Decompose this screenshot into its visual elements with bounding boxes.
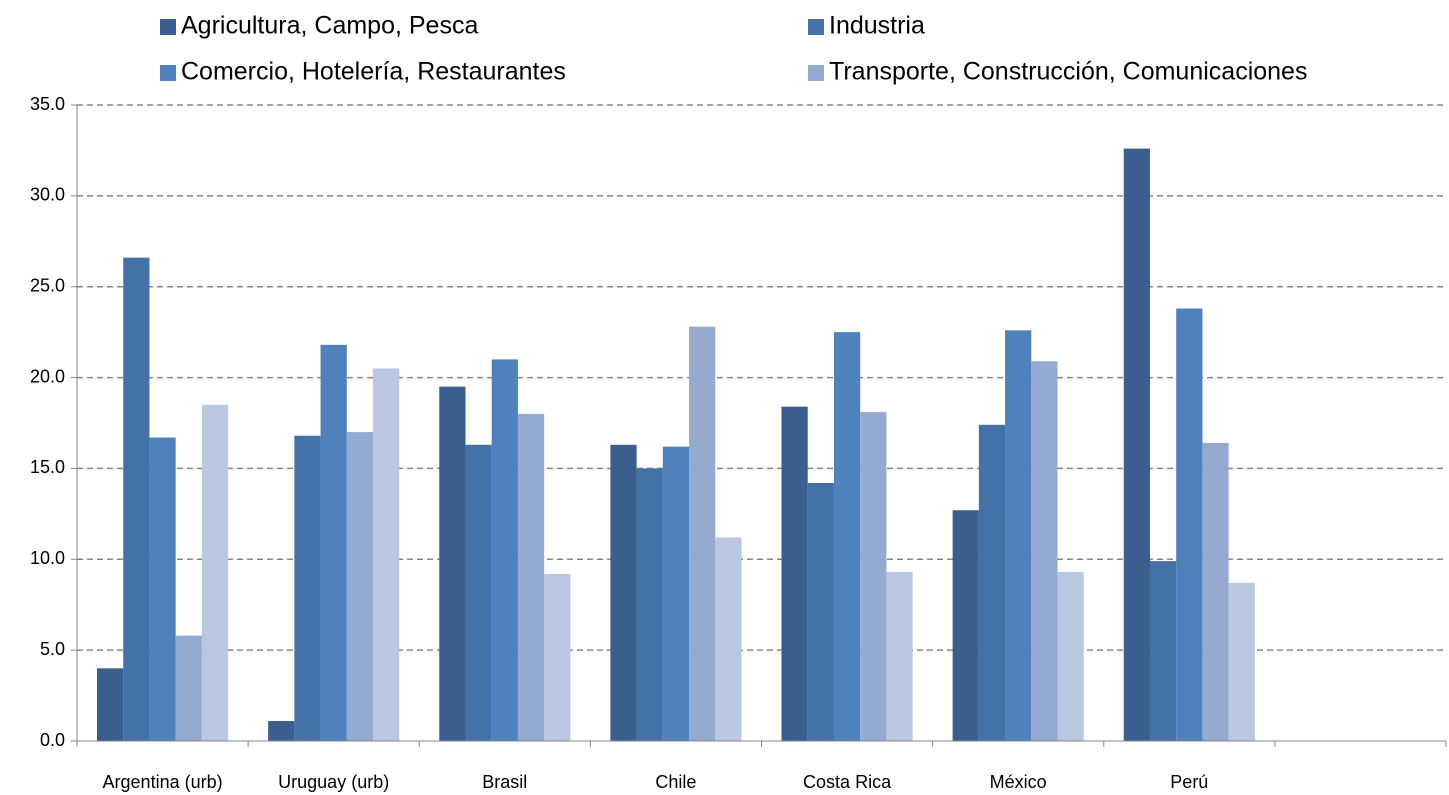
bar	[320, 344, 347, 741]
bar	[346, 432, 374, 741]
bar	[860, 412, 887, 741]
bar	[1123, 148, 1150, 741]
bar	[636, 468, 663, 741]
bar	[1176, 308, 1203, 741]
bar	[952, 510, 979, 741]
bar	[439, 386, 466, 741]
bar	[1005, 330, 1032, 741]
bar	[517, 413, 545, 741]
y-tick-label: 15.0	[30, 457, 65, 477]
y-tick-label: 20.0	[30, 366, 65, 386]
bar	[1149, 561, 1177, 741]
legend-label: Agricultura, Campo, Pesca	[181, 12, 478, 40]
bar	[544, 573, 571, 741]
legend-label: Comercio, Hotelería, Restaurantes	[181, 58, 566, 86]
x-tick-label: Perú	[1170, 772, 1208, 792]
y-tick-label: 35.0	[30, 94, 65, 114]
bar	[201, 404, 229, 741]
legend-swatch	[808, 65, 824, 81]
x-tick-label: Uruguay (urb)	[278, 772, 389, 792]
bar	[833, 332, 861, 741]
bar	[294, 435, 321, 741]
y-tick-label: 30.0	[30, 185, 65, 205]
legend-swatch	[160, 65, 176, 81]
y-tick-label: 25.0	[30, 275, 65, 295]
bar	[97, 668, 124, 741]
bar	[1228, 582, 1255, 741]
legend-swatch	[808, 19, 824, 35]
bar	[662, 446, 690, 741]
bar	[610, 444, 637, 741]
y-tick-label: 10.0	[30, 548, 65, 568]
bar	[1202, 442, 1229, 741]
y-tick-label: 5.0	[40, 639, 65, 659]
legend-swatch	[160, 19, 176, 35]
bar	[886, 572, 913, 741]
bar	[715, 537, 742, 741]
bar	[807, 482, 834, 741]
bar	[149, 437, 176, 741]
bar	[268, 721, 295, 741]
y-tick-label: 0.0	[40, 730, 65, 750]
x-tick-label: Chile	[655, 772, 696, 792]
x-tick-label: Argentina (urb)	[103, 772, 223, 792]
bar	[491, 359, 518, 741]
bar	[1031, 361, 1058, 741]
bar	[175, 635, 202, 741]
legend-label: Transporte, Construcción, Comunicaciones	[829, 58, 1307, 86]
bar	[1057, 572, 1084, 741]
x-tick-label: Brasil	[482, 772, 527, 792]
bar	[689, 326, 716, 741]
legend-label: Industria	[829, 12, 925, 40]
x-tick-label: México	[990, 772, 1047, 792]
bar	[465, 444, 492, 741]
x-tick-label: Costa Rica	[803, 772, 892, 792]
bar	[781, 406, 808, 741]
bar	[978, 424, 1006, 741]
bar	[373, 368, 400, 741]
bar	[123, 257, 150, 741]
